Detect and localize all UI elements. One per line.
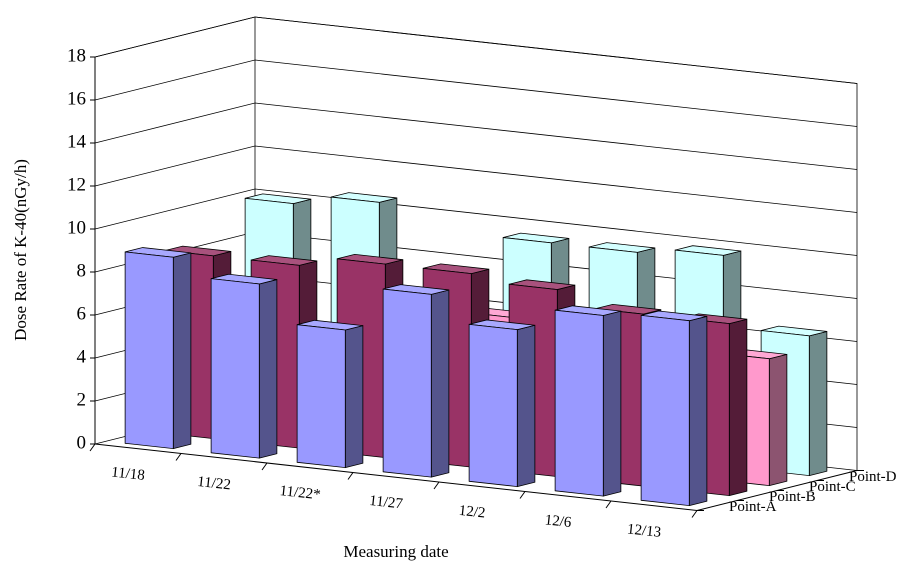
bar-side <box>602 310 622 497</box>
y-tick-label: 12 <box>67 174 86 195</box>
y-tick-label: 4 <box>77 346 87 367</box>
x-tick <box>347 472 354 480</box>
x-tick-label: 11/18 <box>111 464 146 483</box>
bar-side <box>688 315 708 507</box>
legend-label: Point-A <box>729 499 777 515</box>
x-tick <box>175 453 182 461</box>
y-tick-label: 6 <box>77 303 87 324</box>
x-tick <box>691 510 698 518</box>
x-tick <box>89 443 96 452</box>
x-tick <box>605 500 612 509</box>
y-tick-label: 2 <box>77 389 87 410</box>
bar <box>468 319 536 488</box>
x-tick-label: 11/22* <box>279 483 322 503</box>
bar-side <box>344 325 364 469</box>
bar <box>640 310 708 507</box>
bar-side <box>258 279 278 459</box>
bar-front <box>124 251 174 450</box>
legend-label: Point-B <box>769 489 816 505</box>
bar-front <box>640 314 690 507</box>
x-tick-label: 11/22 <box>197 474 232 493</box>
y-tick-label: 10 <box>67 217 86 238</box>
y-tick-label: 14 <box>67 131 87 152</box>
legend-label: Point-D <box>849 469 897 485</box>
y-tick-label: 16 <box>67 88 86 109</box>
bar-side <box>516 324 536 488</box>
x-tick <box>519 491 526 499</box>
bar <box>124 247 192 450</box>
bar-side <box>768 353 788 487</box>
bar-front <box>468 323 518 488</box>
bar <box>210 273 278 459</box>
bar-front <box>296 324 346 469</box>
x-tick-label: 12/2 <box>458 503 486 522</box>
bar <box>382 284 450 478</box>
x-tick <box>433 481 440 490</box>
bar-side <box>172 252 192 450</box>
grid-line <box>94 59 858 127</box>
y-tick-label: 18 <box>67 45 86 66</box>
y-axis-label: Dose Rate of K-40(nGy/h) <box>11 159 30 341</box>
bar-front <box>210 278 260 459</box>
legend-label: Point-C <box>809 479 856 495</box>
y-tick-label: 0 <box>77 432 87 453</box>
grid-line <box>94 188 858 256</box>
bar <box>554 305 622 497</box>
bar-front <box>554 309 604 497</box>
bar-front <box>382 288 432 478</box>
bar <box>296 319 364 469</box>
grid-line <box>94 102 858 170</box>
grid-line <box>94 16 858 84</box>
bar-side <box>728 318 748 497</box>
bar-side <box>430 289 450 478</box>
grid-line <box>94 145 858 213</box>
bar-side <box>808 330 828 477</box>
y-tick-label: 8 <box>77 260 87 281</box>
x-axis-label: Measuring date <box>343 542 448 561</box>
x-tick-label: 11/27 <box>369 493 405 512</box>
x-tick-label: 12/6 <box>544 512 573 531</box>
x-tick-label: 12/13 <box>626 521 662 540</box>
x-tick <box>261 462 268 471</box>
